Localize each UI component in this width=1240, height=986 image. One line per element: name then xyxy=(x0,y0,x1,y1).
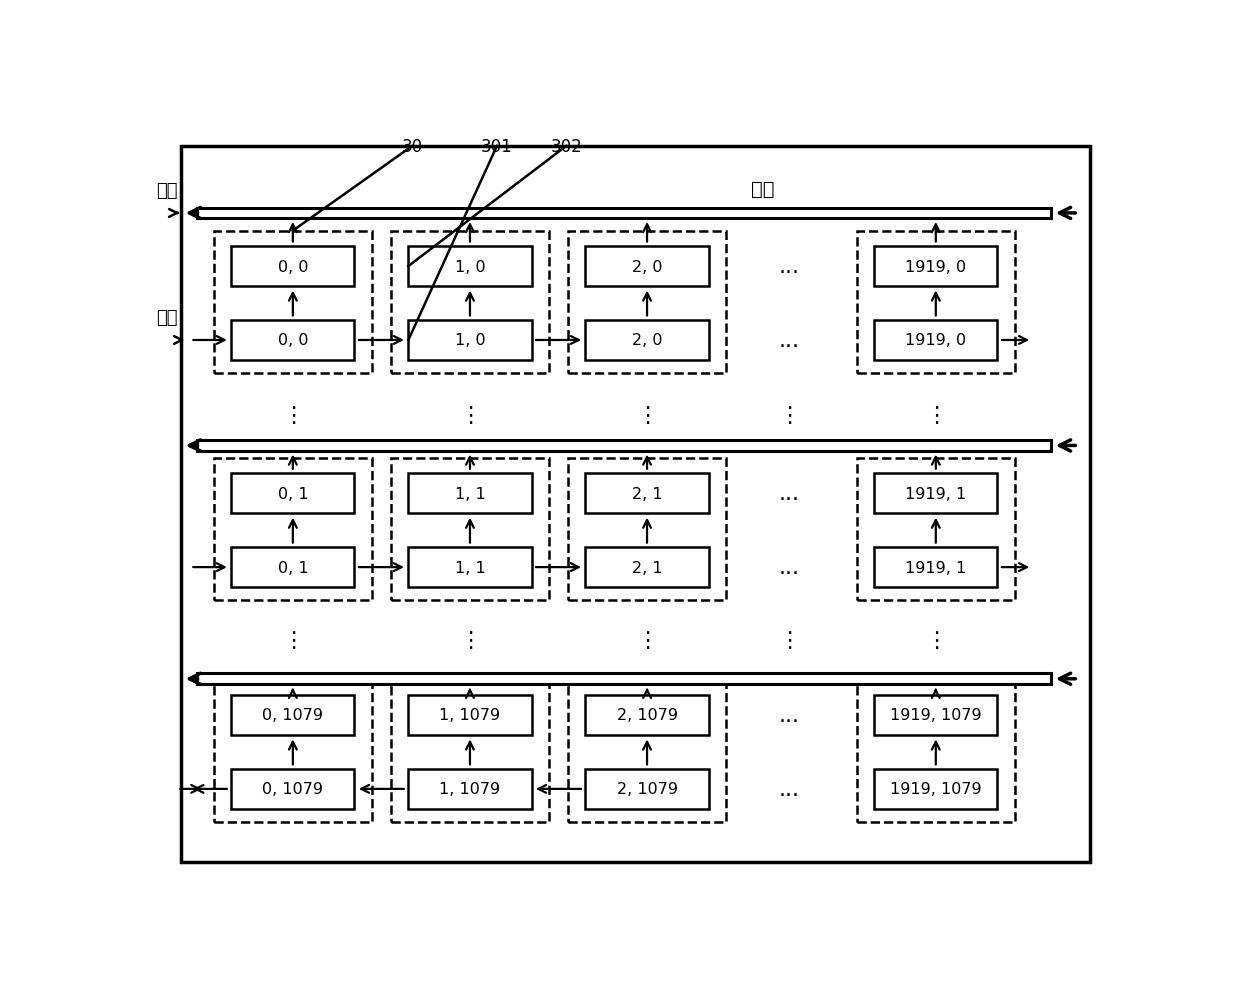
Bar xyxy=(874,320,997,361)
Text: 2, 0: 2, 0 xyxy=(632,333,662,348)
Text: 1, 0: 1, 0 xyxy=(455,259,485,274)
Bar xyxy=(215,458,372,600)
Bar xyxy=(568,232,725,374)
Text: ...: ... xyxy=(779,557,800,578)
Text: 输入: 输入 xyxy=(156,309,179,326)
Bar xyxy=(231,473,355,514)
Text: 1919, 0: 1919, 0 xyxy=(905,333,966,348)
Text: ...: ... xyxy=(779,330,800,351)
Text: ...: ... xyxy=(779,779,800,799)
Text: ⋮: ⋮ xyxy=(281,630,304,650)
Bar xyxy=(391,232,549,374)
Bar xyxy=(568,680,725,822)
Bar xyxy=(857,458,1014,600)
Text: 2, 1079: 2, 1079 xyxy=(616,708,677,723)
Text: ⋮: ⋮ xyxy=(459,406,481,426)
Bar xyxy=(568,458,725,600)
Bar xyxy=(408,769,532,810)
Text: 输出: 输出 xyxy=(156,181,179,200)
Text: 2, 1: 2, 1 xyxy=(631,486,662,501)
Text: ...: ... xyxy=(779,705,800,726)
Bar xyxy=(408,473,532,514)
Text: ⋮: ⋮ xyxy=(925,630,947,650)
Text: ⋮: ⋮ xyxy=(779,630,801,650)
Bar xyxy=(391,458,549,600)
Bar xyxy=(197,208,1052,219)
Bar xyxy=(197,673,1052,684)
Text: ⋮: ⋮ xyxy=(636,406,658,426)
Bar xyxy=(874,547,997,588)
Text: 0, 0: 0, 0 xyxy=(278,333,308,348)
Bar xyxy=(391,680,549,822)
Text: ⋮: ⋮ xyxy=(779,406,801,426)
Bar xyxy=(585,473,708,514)
Text: 301: 301 xyxy=(481,138,513,156)
Bar xyxy=(231,547,355,588)
Bar xyxy=(585,695,708,736)
Bar xyxy=(408,547,532,588)
Text: 0, 1: 0, 1 xyxy=(278,560,309,575)
Bar xyxy=(408,320,532,361)
Text: 0, 1: 0, 1 xyxy=(278,486,309,501)
Text: 0, 0: 0, 0 xyxy=(278,259,308,274)
Text: 2, 1: 2, 1 xyxy=(631,560,662,575)
Text: 总线: 总线 xyxy=(750,179,774,198)
Bar xyxy=(231,246,355,287)
Text: ⋮: ⋮ xyxy=(636,630,658,650)
Text: 2, 1079: 2, 1079 xyxy=(616,782,677,797)
Bar xyxy=(231,695,355,736)
Text: 1919, 0: 1919, 0 xyxy=(905,259,966,274)
Text: 0, 1079: 0, 1079 xyxy=(263,708,324,723)
Text: ⋮: ⋮ xyxy=(281,406,304,426)
Bar xyxy=(585,320,708,361)
Bar xyxy=(585,246,708,287)
Bar xyxy=(857,232,1014,374)
Text: ...: ... xyxy=(779,484,800,504)
Text: ⋮: ⋮ xyxy=(925,406,947,426)
Bar xyxy=(215,680,372,822)
Text: ...: ... xyxy=(779,256,800,277)
Bar xyxy=(215,232,372,374)
Bar xyxy=(585,547,708,588)
Text: 1919, 1079: 1919, 1079 xyxy=(890,782,982,797)
Bar xyxy=(585,769,708,810)
Bar xyxy=(408,246,532,287)
Bar xyxy=(874,695,997,736)
Bar xyxy=(874,473,997,514)
Bar xyxy=(231,320,355,361)
Text: 1919, 1079: 1919, 1079 xyxy=(890,708,982,723)
Text: 30: 30 xyxy=(402,138,423,156)
Bar xyxy=(874,769,997,810)
Text: 302: 302 xyxy=(551,138,582,156)
Text: 1919, 1: 1919, 1 xyxy=(905,560,966,575)
Text: 1919, 1: 1919, 1 xyxy=(905,486,966,501)
Text: 1, 1079: 1, 1079 xyxy=(439,708,501,723)
Text: 1, 0: 1, 0 xyxy=(455,333,485,348)
Bar xyxy=(197,441,1052,452)
Text: 1, 1: 1, 1 xyxy=(455,486,485,501)
Text: 2, 0: 2, 0 xyxy=(632,259,662,274)
Text: 1, 1: 1, 1 xyxy=(455,560,485,575)
Text: 1, 1079: 1, 1079 xyxy=(439,782,501,797)
Text: ⋮: ⋮ xyxy=(459,630,481,650)
Bar xyxy=(408,695,532,736)
Text: 0, 1079: 0, 1079 xyxy=(263,782,324,797)
Bar xyxy=(231,769,355,810)
Bar xyxy=(874,246,997,287)
Bar xyxy=(857,680,1014,822)
